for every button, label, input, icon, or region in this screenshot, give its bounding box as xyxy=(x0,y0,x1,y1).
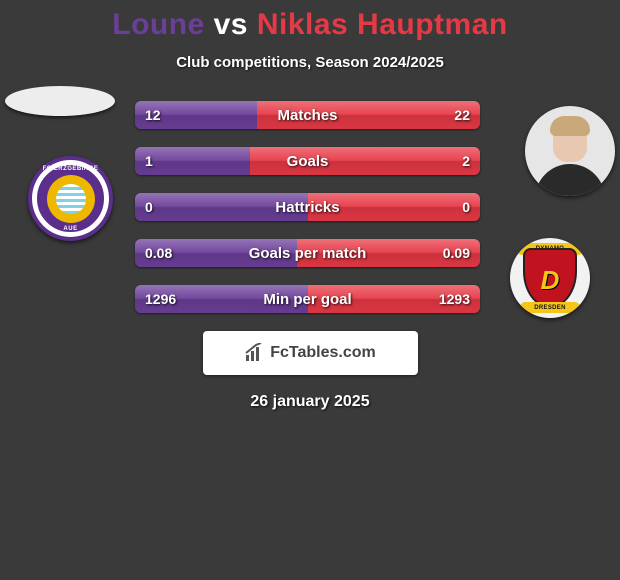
club-letter: D xyxy=(541,265,560,296)
player2-name: Niklas Hauptman xyxy=(257,8,508,41)
chart-icon xyxy=(244,343,264,363)
avatar-hair xyxy=(550,116,590,136)
brand-text: FcTables.com xyxy=(270,344,376,362)
bar-left-fill xyxy=(135,285,308,313)
page-title: Loune vs Niklas Hauptman xyxy=(0,0,620,42)
club-text-bottom: AUE xyxy=(28,226,113,232)
player2-avatar xyxy=(525,106,615,196)
bar-left-fill xyxy=(135,147,250,175)
bar-right-fill xyxy=(297,239,480,267)
vs-text: vs xyxy=(214,8,248,41)
brand-footer: FcTables.com xyxy=(203,331,418,375)
bar-left-fill xyxy=(135,101,257,129)
stat-row: Goals per match0.080.09 xyxy=(135,239,480,267)
stat-row: Hattricks00 xyxy=(135,193,480,221)
bar-right-fill xyxy=(257,101,480,129)
bar-left-fill xyxy=(135,193,308,221)
club-text-top: FC ERZGEBIRGE xyxy=(28,166,113,172)
stat-bars: Matches1222 Goals12 Hattricks00 Goals per m… xyxy=(135,101,480,313)
bar-right-fill xyxy=(308,193,481,221)
player1-club-badge: FC ERZGEBIRGE AUE xyxy=(28,156,113,241)
club-shield: D xyxy=(523,248,577,308)
stat-row: Matches1222 xyxy=(135,101,480,129)
player2-club-badge: DYNAMO D DRESDEN xyxy=(510,238,590,318)
bar-left-fill xyxy=(135,239,297,267)
subtitle: Club competitions, Season 2024/2025 xyxy=(0,54,620,71)
stats-area: FC ERZGEBIRGE AUE DYNAMO D DRESDEN Match… xyxy=(0,101,620,313)
club-banner-bottom: DRESDEN xyxy=(520,302,580,313)
player1-name: Loune xyxy=(112,8,205,41)
date-text: 26 january 2025 xyxy=(0,393,620,411)
stat-row: Min per goal12961293 xyxy=(135,285,480,313)
bar-right-fill xyxy=(308,285,480,313)
bar-right-fill xyxy=(250,147,480,175)
player1-avatar xyxy=(5,86,115,116)
stat-row: Goals12 xyxy=(135,147,480,175)
